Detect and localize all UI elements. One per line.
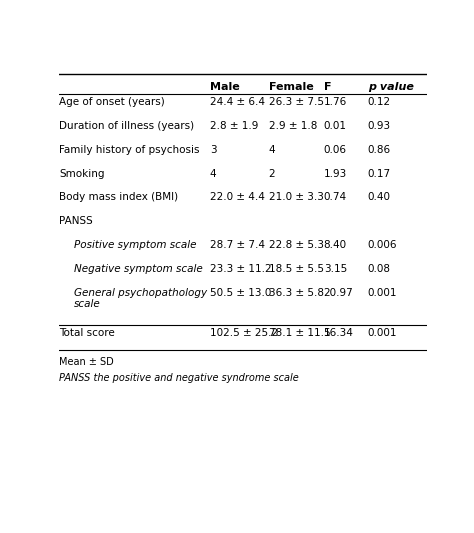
Text: 0.08: 0.08: [368, 264, 391, 274]
Text: 0.001: 0.001: [368, 328, 397, 338]
Text: 2.9 ± 1.8: 2.9 ± 1.8: [269, 121, 317, 131]
Text: 0.001: 0.001: [368, 288, 397, 297]
Text: Total score: Total score: [59, 328, 115, 338]
Text: 4: 4: [210, 168, 217, 179]
Text: 4: 4: [269, 145, 275, 155]
Text: 0.12: 0.12: [368, 97, 391, 107]
Text: 0.86: 0.86: [368, 145, 391, 155]
Text: 18.5 ± 5.5: 18.5 ± 5.5: [269, 264, 324, 274]
Text: Mean ± SD: Mean ± SD: [59, 357, 114, 367]
Text: 102.5 ± 25.2: 102.5 ± 25.2: [210, 328, 278, 338]
Text: Female: Female: [269, 83, 313, 92]
Text: General psychopathology
scale: General psychopathology scale: [74, 288, 207, 309]
Text: 2.8 ± 1.9: 2.8 ± 1.9: [210, 121, 258, 131]
Text: 16.34: 16.34: [324, 328, 354, 338]
Text: 20.97: 20.97: [324, 288, 354, 297]
Text: 24.4 ± 6.4: 24.4 ± 6.4: [210, 97, 265, 107]
Text: 0.93: 0.93: [368, 121, 391, 131]
Text: p value: p value: [368, 83, 414, 92]
Text: 28.7 ± 7.4: 28.7 ± 7.4: [210, 240, 265, 250]
Text: 1.93: 1.93: [324, 168, 347, 179]
Text: 0.01: 0.01: [324, 121, 347, 131]
Text: Negative symptom scale: Negative symptom scale: [74, 264, 203, 274]
Text: 36.3 ± 5.8: 36.3 ± 5.8: [269, 288, 324, 297]
Text: 21.0 ± 3.3: 21.0 ± 3.3: [269, 192, 324, 203]
Text: 23.3 ± 11.2: 23.3 ± 11.2: [210, 264, 272, 274]
Text: 0.17: 0.17: [368, 168, 391, 179]
Text: Duration of illness (years): Duration of illness (years): [59, 121, 194, 131]
Text: 3: 3: [210, 145, 217, 155]
Text: PANSS: PANSS: [59, 216, 93, 226]
Text: F: F: [324, 83, 331, 92]
Text: Body mass index (BMI): Body mass index (BMI): [59, 192, 178, 203]
Text: 0.06: 0.06: [324, 145, 347, 155]
Text: Smoking: Smoking: [59, 168, 105, 179]
Text: PANSS the positive and negative syndrome scale: PANSS the positive and negative syndrome…: [59, 373, 299, 383]
Text: 22.0 ± 4.4: 22.0 ± 4.4: [210, 192, 265, 203]
Text: 0.40: 0.40: [368, 192, 391, 203]
Text: 0.74: 0.74: [324, 192, 347, 203]
Text: 50.5 ± 13.0: 50.5 ± 13.0: [210, 288, 271, 297]
Text: 8.40: 8.40: [324, 240, 347, 250]
Text: 3.15: 3.15: [324, 264, 347, 274]
Text: 2: 2: [269, 168, 275, 179]
Text: Age of onset (years): Age of onset (years): [59, 97, 165, 107]
Text: 22.8 ± 5.3: 22.8 ± 5.3: [269, 240, 324, 250]
Text: 0.006: 0.006: [368, 240, 397, 250]
Text: Positive symptom scale: Positive symptom scale: [74, 240, 196, 250]
Text: Male: Male: [210, 83, 240, 92]
Text: Family history of psychosis: Family history of psychosis: [59, 145, 200, 155]
Text: 78.1 ± 11.5: 78.1 ± 11.5: [269, 328, 330, 338]
Text: 26.3 ± 7.5: 26.3 ± 7.5: [269, 97, 324, 107]
Text: 1.76: 1.76: [324, 97, 347, 107]
